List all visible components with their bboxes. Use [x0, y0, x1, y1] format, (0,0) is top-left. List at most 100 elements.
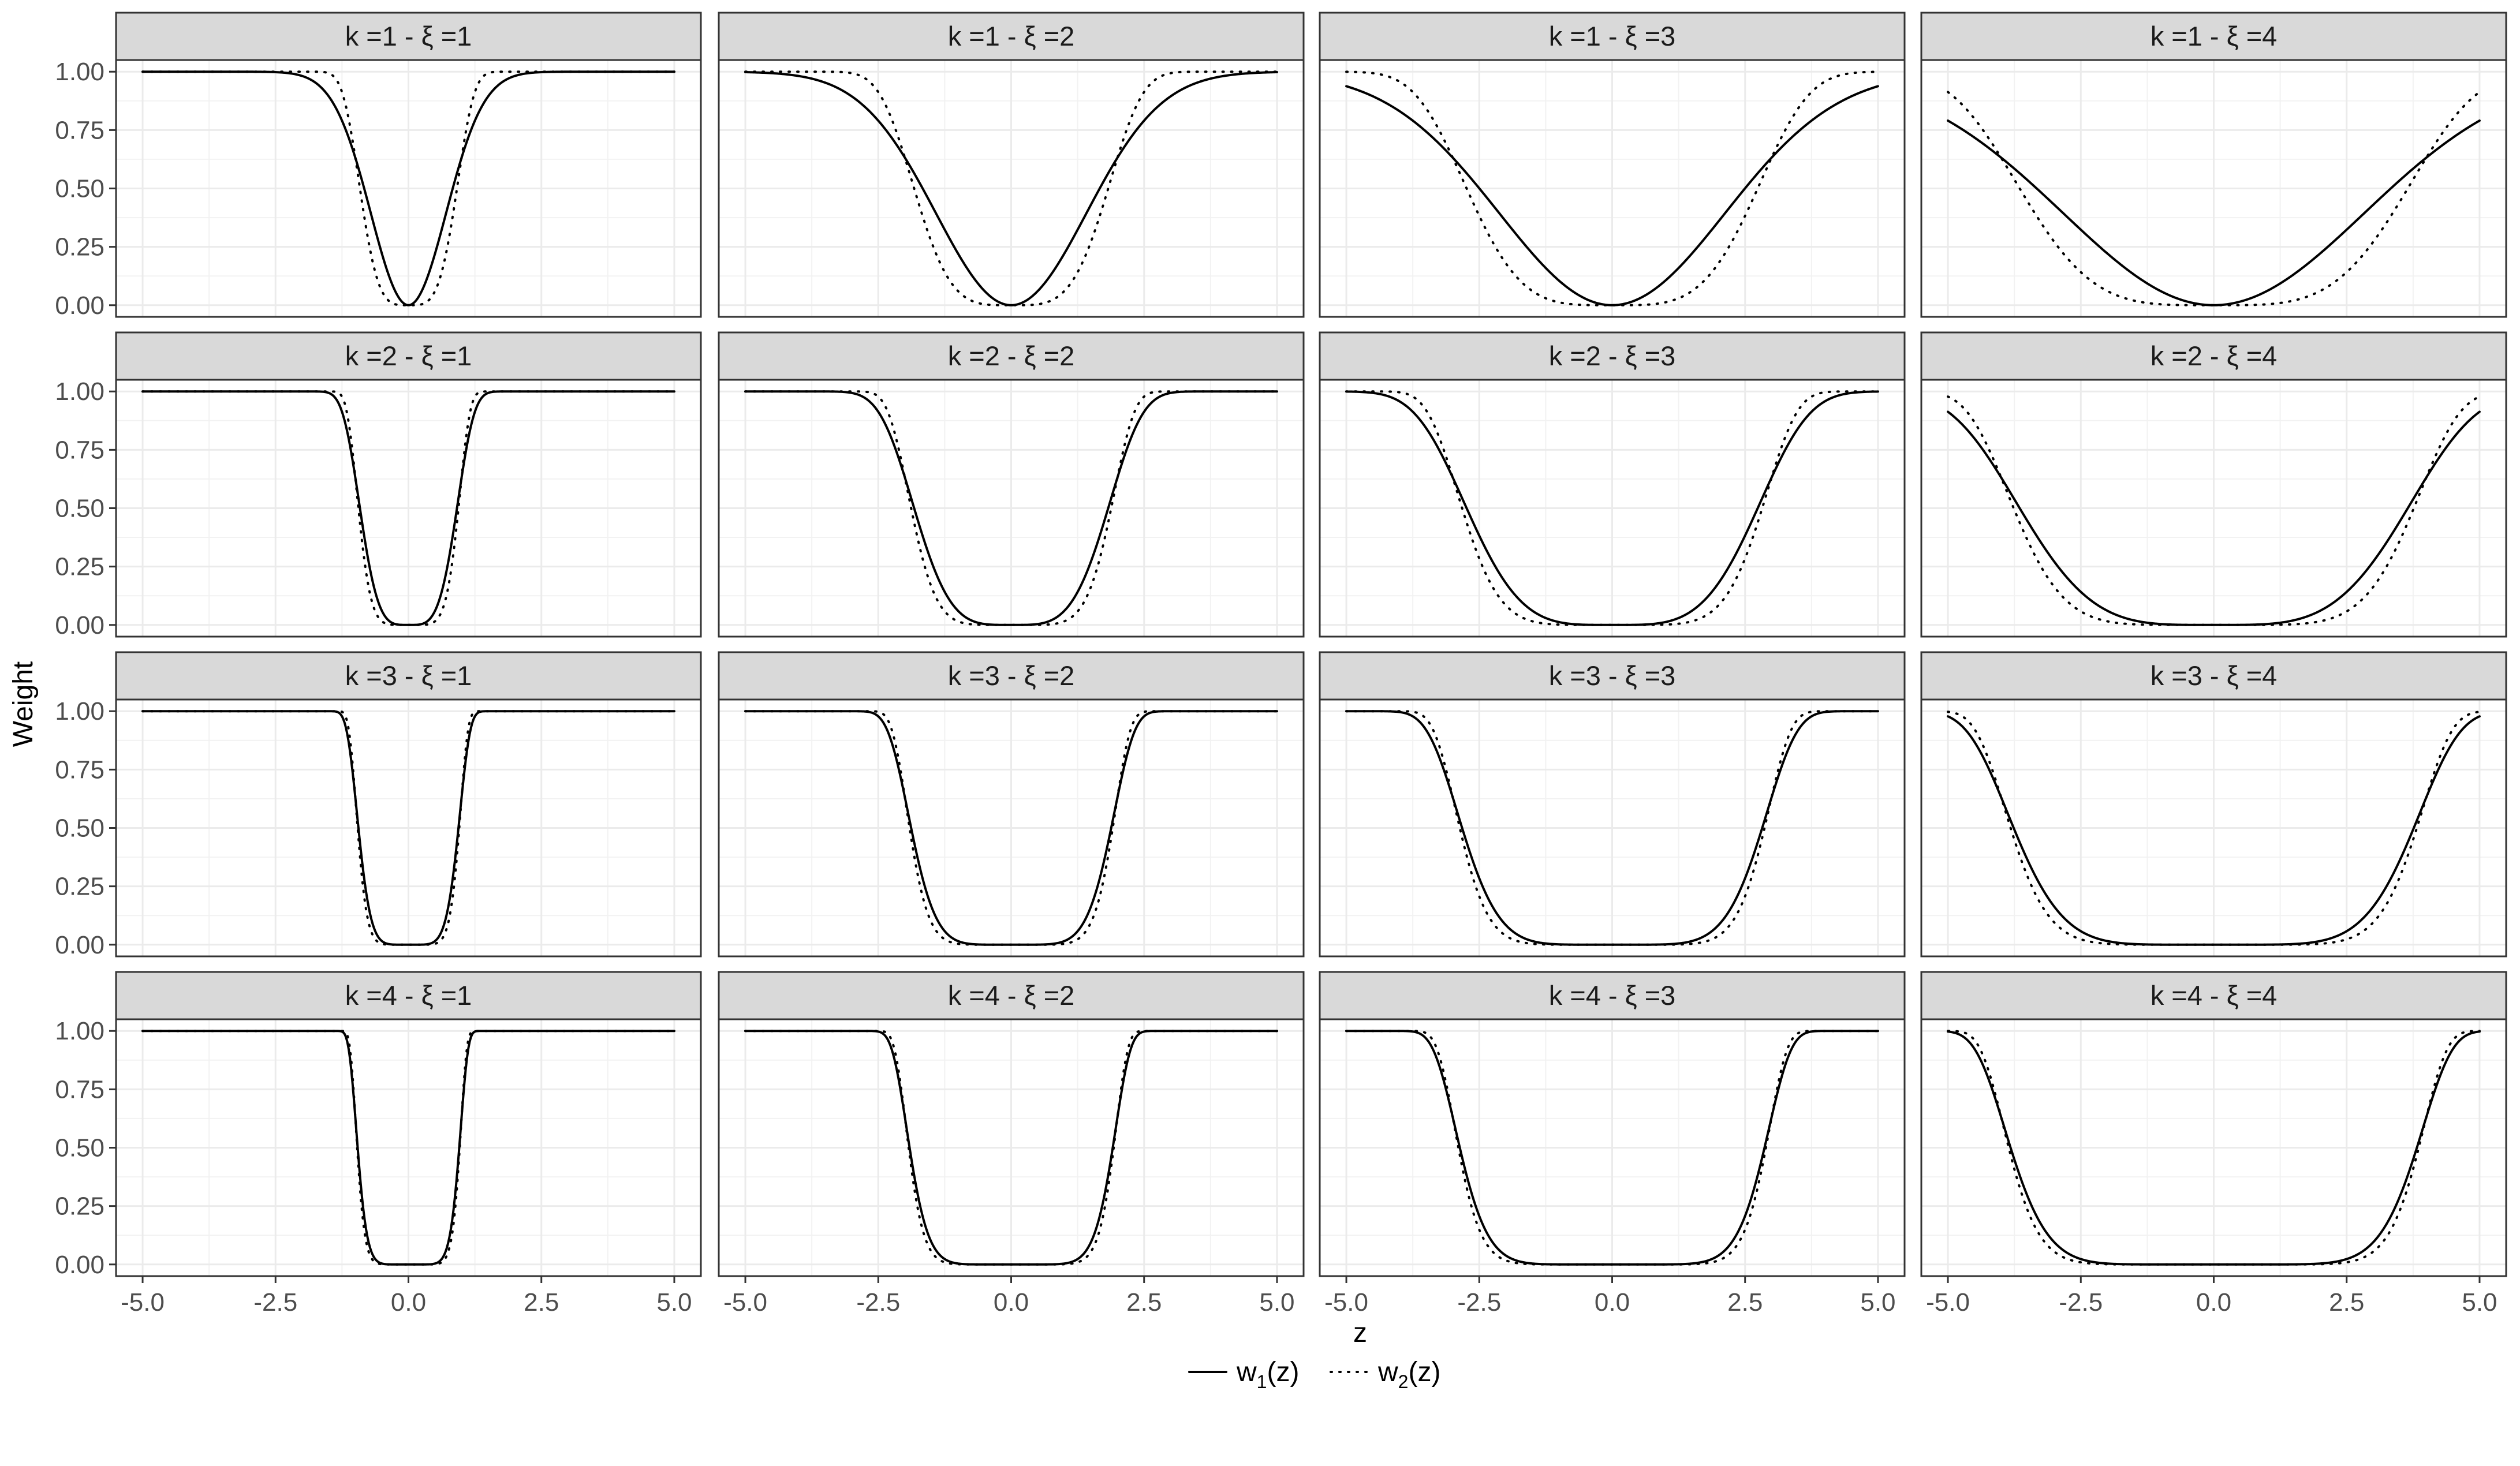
y-tick-label: 0.00: [55, 931, 104, 959]
series-w2-line: [141, 710, 675, 946]
x-tick-label: -5.0: [723, 1288, 767, 1317]
x-tick-label: -2.5: [856, 1288, 900, 1317]
series-w2-line: [744, 390, 1278, 626]
y-tick-label: 0.75: [55, 1075, 104, 1104]
legend-label: w1(z): [1236, 1357, 1299, 1392]
panel-border: [1319, 698, 1906, 958]
x-tick-label: 2.5: [1727, 1288, 1763, 1317]
facet-strip: [718, 331, 1305, 381]
series-w2-line: [141, 1030, 675, 1266]
panel-border: [1920, 379, 2507, 638]
facet-strip: [718, 651, 1305, 701]
facet-strip-label: k =2 - ξ =2: [948, 341, 1075, 371]
x-tick-label: 0.0: [2196, 1288, 2231, 1317]
y-tick-label: 0.50: [55, 814, 104, 843]
series-w2-line: [1345, 390, 1879, 626]
panel-border: [1920, 698, 2507, 958]
facet-strip: [1920, 331, 2507, 381]
y-tick-label: 0.50: [55, 1134, 104, 1162]
series-w2-line: [1345, 70, 1879, 306]
series-w2-line: [141, 70, 675, 306]
panel-border: [1319, 59, 1906, 318]
y-tick-label: 0.00: [55, 291, 104, 320]
y-tick-label: 1.00: [55, 58, 104, 86]
panel-border: [718, 379, 1305, 638]
facet-panel: k =2 - ξ =1 0.00 0.25 0.50 0.75 1.00: [55, 331, 702, 639]
series-w1-line: [1947, 410, 2481, 626]
facet-strip: [1319, 651, 1906, 701]
y-tick-label: 0.00: [55, 1251, 104, 1279]
series-w2-line: [141, 390, 675, 626]
facet-strip: [115, 971, 702, 1020]
series-w1-line: [1947, 119, 2481, 306]
facet-strip-label: k =3 - ξ =4: [2151, 660, 2278, 691]
panel-border: [718, 59, 1305, 318]
series-w2-line: [744, 1030, 1278, 1266]
series-w2-line: [1345, 710, 1879, 946]
x-tick-label: 5.0: [656, 1288, 692, 1317]
facet-strip: [1319, 12, 1906, 61]
facet-strip: [115, 651, 702, 701]
legend-item: w2(z): [1330, 1357, 1440, 1392]
series-w2-line: [1947, 710, 2481, 946]
facet-strip-label: k =1 - ξ =1: [345, 21, 472, 51]
x-tick-label: 5.0: [1259, 1288, 1294, 1317]
facet-strip: [1319, 331, 1906, 381]
x-tick-label: 5.0: [2462, 1288, 2497, 1317]
x-tick-label: 2.5: [1126, 1288, 1162, 1317]
x-tick-label: -2.5: [2059, 1288, 2103, 1317]
series-w1-line: [1345, 390, 1879, 626]
panel-border: [1319, 379, 1906, 638]
y-tick-label: 1.00: [55, 1017, 104, 1045]
y-axis-title: Weight: [8, 661, 39, 747]
legend-item: w1(z): [1188, 1357, 1299, 1392]
x-tick-label: 2.5: [524, 1288, 559, 1317]
legend-label: w2(z): [1377, 1357, 1440, 1392]
facet-panel: k =3 - ξ =2: [718, 651, 1305, 958]
legend: w1(z) w2(z): [1188, 1357, 1440, 1392]
facet-strip-label: k =2 - ξ =3: [1549, 341, 1676, 371]
y-tick-label: 0.75: [55, 116, 104, 144]
facet-strip-label: k =1 - ξ =2: [948, 21, 1075, 51]
facet-panel: k =3 - ξ =1 0.00 0.25 0.50 0.75 1.00: [55, 651, 702, 959]
series-w2-line: [744, 710, 1278, 946]
facet-strip-label: k =3 - ξ =1: [345, 660, 472, 691]
facet-strip-label: k =1 - ξ =4: [2151, 21, 2278, 51]
series-w2-line: [1947, 395, 2481, 626]
facet-panel: k =3 - ξ =3: [1319, 651, 1906, 958]
facet-strip-label: k =4 - ξ =4: [2151, 980, 2278, 1011]
facet-panel: k =4 - ξ =2 -5.0 -2.5 0.0 2.5 5.0: [718, 971, 1305, 1317]
facet-strip-label: k =2 - ξ =1: [345, 341, 472, 371]
facet-strip-label: k =4 - ξ =1: [345, 980, 472, 1011]
y-tick-label: 0.25: [55, 1192, 104, 1221]
x-tick-label: 5.0: [1860, 1288, 1895, 1317]
y-tick-label: 1.00: [55, 697, 104, 725]
x-tick-label: -5.0: [1324, 1288, 1368, 1317]
y-tick-label: 1.00: [55, 377, 104, 406]
facet-panel: k =4 - ξ =4 -5.0 -2.5 0.0 2.5 5.0: [1920, 971, 2507, 1317]
panel-border: [718, 698, 1305, 958]
y-tick-label: 0.25: [55, 553, 104, 581]
x-tick-label: -2.5: [253, 1288, 297, 1317]
x-tick-label: 0.0: [994, 1288, 1029, 1317]
facet-panel: k =4 - ξ =1 0.00 0.25 0.50 0.75 1.00 -5.0 -2.5 0…: [55, 971, 702, 1317]
facet-strip-label: k =4 - ξ =2: [948, 980, 1075, 1011]
facet-panel: k =2 - ξ =2: [718, 331, 1305, 638]
y-tick-label: 0.75: [55, 436, 104, 464]
facet-panel: k =1 - ξ =2: [718, 12, 1305, 318]
facet-panels: k =1 - ξ =1 0.00 0.25 0.50 0.75 1.00 k =1 - ξ …: [55, 12, 2507, 1317]
y-tick-label: 0.50: [55, 175, 104, 203]
x-tick-label: -2.5: [1457, 1288, 1501, 1317]
panel-border: [1920, 59, 2507, 318]
series-w2-line: [1345, 1030, 1879, 1266]
x-tick-label: -5.0: [1926, 1288, 1970, 1317]
series-w2-line: [744, 70, 1278, 306]
x-axis-title: z: [1353, 1318, 1367, 1348]
y-tick-label: 0.25: [55, 233, 104, 261]
facet-panel: k =2 - ξ =4: [1920, 331, 2507, 638]
x-tick-label: 0.0: [1595, 1288, 1630, 1317]
x-tick-label: -5.0: [121, 1288, 165, 1317]
facet-panel: k =3 - ξ =4: [1920, 651, 2507, 958]
y-tick-label: 0.50: [55, 495, 104, 523]
